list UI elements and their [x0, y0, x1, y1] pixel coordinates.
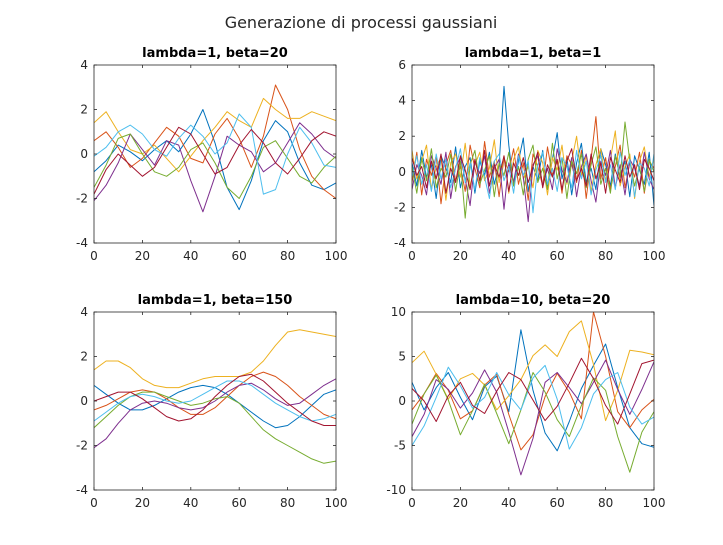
- series-line-4: [412, 148, 654, 223]
- subplot-title: lambda=1, beta=1: [465, 46, 602, 61]
- x-tick-label: 40: [501, 496, 516, 510]
- subplot-3: lambda=1, beta=150 0 20 40 60 80 100 -4 -2 0 2 4: [76, 293, 347, 510]
- series-line-6: [412, 364, 654, 450]
- y-tick-label: 10: [391, 305, 406, 319]
- y-tick-label: 4: [398, 94, 406, 108]
- x-tick-label: 100: [325, 249, 348, 263]
- x-tick-label: 20: [135, 496, 150, 510]
- series-line-5: [94, 133, 336, 199]
- y-tick-label: 0: [398, 165, 406, 179]
- series-line-6: [412, 148, 654, 214]
- x-tick-label: 40: [183, 496, 198, 510]
- series-group: [412, 312, 654, 476]
- series-line-6: [94, 113, 336, 195]
- series-line-1: [94, 109, 336, 211]
- figure-title: Generazione di processi gaussiani: [225, 13, 498, 32]
- series-line-6: [94, 380, 336, 422]
- series-line-3: [412, 320, 654, 422]
- subplot-1: lambda=1, beta=20 0 20 40 60 80 100 -4 -2 0 2 4: [76, 46, 347, 263]
- x-tick-label: 60: [232, 496, 247, 510]
- series-line-3: [94, 97, 336, 173]
- x-tick-label: 20: [135, 249, 150, 263]
- y-tick-label: -4: [76, 236, 88, 250]
- y-tick-label: -5: [394, 439, 406, 453]
- subplot-title: lambda=1, beta=150: [138, 293, 293, 308]
- y-tick-label: 5: [398, 350, 406, 364]
- series-group: [94, 84, 336, 213]
- series-line-7: [412, 357, 654, 425]
- series-line-5: [94, 391, 336, 464]
- series-line-5: [412, 372, 654, 473]
- x-tick-label: 20: [453, 249, 468, 263]
- x-tick-label: 100: [643, 249, 666, 263]
- series-line-7: [94, 126, 336, 195]
- y-tick-label: 6: [398, 58, 406, 72]
- x-tick-label: 40: [501, 249, 516, 263]
- subplot-title: lambda=1, beta=20: [142, 46, 288, 61]
- y-tick-label: 0: [398, 394, 406, 408]
- x-tick-label: 0: [408, 249, 416, 263]
- series-line-4: [94, 378, 336, 449]
- y-tick-label: 2: [398, 129, 406, 143]
- series-group: [412, 85, 654, 223]
- series-line-7: [94, 373, 336, 426]
- x-tick-label: 0: [408, 496, 416, 510]
- y-tick-label: -4: [76, 483, 88, 497]
- y-tick-label: 2: [80, 103, 88, 117]
- x-tick-label: 80: [280, 496, 295, 510]
- series-line-4: [94, 122, 336, 213]
- series-line-7: [412, 148, 654, 194]
- x-tick-label: 20: [453, 496, 468, 510]
- y-tick-label: 2: [80, 350, 88, 364]
- x-tick-label: 80: [280, 249, 295, 263]
- x-tick-label: 100: [643, 496, 666, 510]
- x-tick-label: 60: [550, 496, 565, 510]
- y-tick-label: 4: [80, 305, 88, 319]
- x-tick-label: 0: [90, 496, 98, 510]
- y-tick-label: 0: [80, 394, 88, 408]
- x-tick-label: 80: [598, 496, 613, 510]
- axes-box: [411, 64, 655, 244]
- y-tick-label: -10: [386, 483, 406, 497]
- subplot-2: lambda=1, beta=1 0 20 40 60 80 100 -4 -2 0 2 4 6: [394, 46, 665, 263]
- x-tick-label: 40: [183, 249, 198, 263]
- y-tick-label: -2: [76, 439, 88, 453]
- series-line-2: [412, 312, 654, 451]
- x-tick-label: 0: [90, 249, 98, 263]
- x-tick-label: 80: [598, 249, 613, 263]
- subplot-title: lambda=10, beta=20: [456, 293, 611, 308]
- subplot-4: lambda=10, beta=20 0 20 40 60 80 100 -10 -5 0 5 10: [386, 293, 665, 510]
- series-line-4: [412, 359, 654, 476]
- series-group: [94, 329, 336, 464]
- y-tick-label: -2: [76, 192, 88, 206]
- x-tick-label: 100: [325, 496, 348, 510]
- series-line-3: [412, 130, 654, 201]
- y-tick-label: 0: [80, 147, 88, 161]
- series-line-1: [412, 329, 654, 452]
- y-tick-label: -4: [394, 236, 406, 250]
- y-tick-label: -2: [394, 200, 406, 214]
- y-tick-label: 4: [80, 58, 88, 72]
- series-line-2: [94, 371, 336, 420]
- x-tick-label: 60: [232, 249, 247, 263]
- x-tick-label: 60: [550, 249, 565, 263]
- series-line-5: [412, 121, 654, 219]
- series-line-3: [94, 329, 336, 389]
